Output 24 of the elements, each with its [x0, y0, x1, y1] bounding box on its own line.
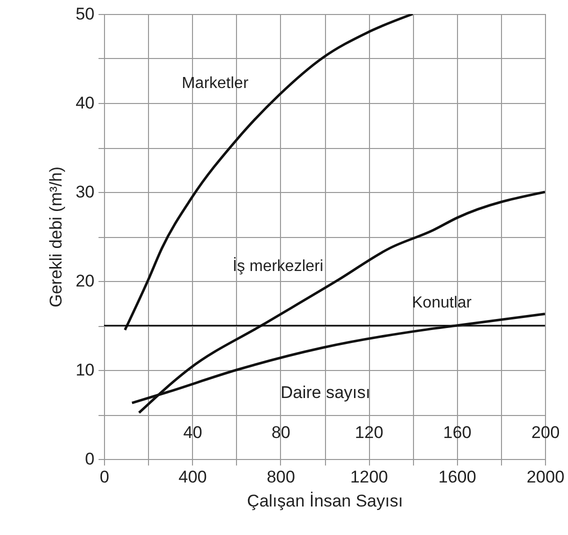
series-label: Marketler	[182, 74, 250, 92]
y-tick-label: 50	[76, 4, 94, 24]
x-tick-label: 800	[266, 468, 296, 486]
x2-tick-label: 120	[354, 423, 384, 442]
y-tick-label: 30	[76, 182, 94, 202]
x2-tick-label: 160	[443, 423, 472, 442]
y-tick-label: 20	[76, 272, 94, 290]
line-series	[124, 14, 414, 332]
x-axis-title: Çalışan İnsan Sayısı	[247, 492, 403, 510]
x2-tick-label: 40	[183, 423, 202, 442]
x-tick-label: 2000	[526, 468, 564, 486]
y-tick-label: 10	[76, 360, 94, 380]
x-tick-label: 0	[100, 468, 110, 486]
x2-tick-label: 80	[271, 423, 290, 442]
y-axis-title: Gerekli debi (m³/h)	[46, 166, 66, 308]
series-label: İş merkezleri	[232, 257, 324, 276]
y-tick-label: 0	[85, 450, 94, 468]
y-tick-label: 40	[76, 94, 94, 112]
x-tick-label: 400	[178, 468, 207, 486]
x2-tick-label: 200	[531, 423, 560, 442]
x-tick-label: 1600	[438, 468, 476, 486]
x2-axis-title: Daire sayısı	[280, 383, 370, 402]
series-label: Konutlar	[412, 294, 472, 312]
x-tick-label: 1200	[350, 468, 388, 486]
